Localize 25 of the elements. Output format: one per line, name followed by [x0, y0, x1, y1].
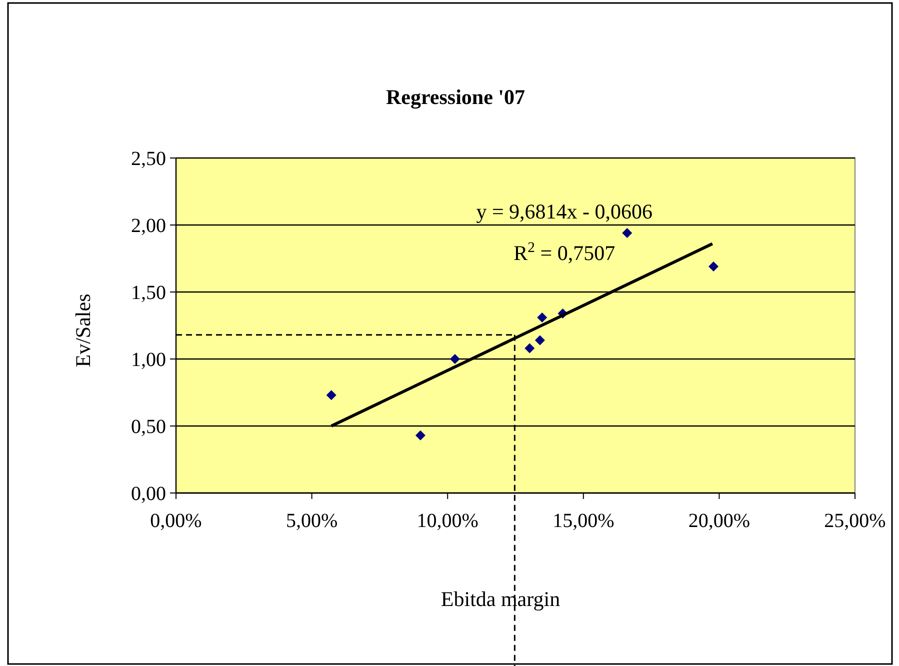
y-tick-label: 0,00	[131, 483, 166, 505]
point	[326, 390, 336, 400]
annotation: R$^{2}$ = 0,7507	[514, 240, 616, 265]
y-tick-label: 2,50	[131, 148, 166, 170]
x-tick-label: 0,00%	[150, 510, 202, 532]
x-tick-label: 15,00%	[552, 510, 614, 532]
point	[708, 262, 718, 272]
point	[450, 354, 460, 364]
point	[622, 228, 632, 238]
x-tick-label: 20,00%	[688, 510, 750, 532]
x-tick-label: 5,00%	[286, 510, 338, 532]
point	[415, 430, 426, 440]
annotation: y = 9,6814x - 0,0606	[476, 199, 653, 224]
x-tick-label: 25,00%	[824, 510, 886, 532]
y-tick-label: 1,50	[131, 282, 166, 304]
point	[537, 312, 548, 322]
y-tick-label: 0,50	[131, 416, 166, 438]
point	[524, 343, 535, 354]
y-axis-title: Ev/Sales	[71, 294, 95, 368]
x-axis-title: Ebitda margin	[440, 587, 561, 611]
x-tick-label: 10,00%	[416, 510, 478, 532]
y-tick-label: 1,00	[131, 349, 166, 371]
y-tick-label: 2,00	[131, 215, 166, 237]
chart-title: Regressione '07	[386, 85, 526, 109]
point	[534, 335, 545, 346]
